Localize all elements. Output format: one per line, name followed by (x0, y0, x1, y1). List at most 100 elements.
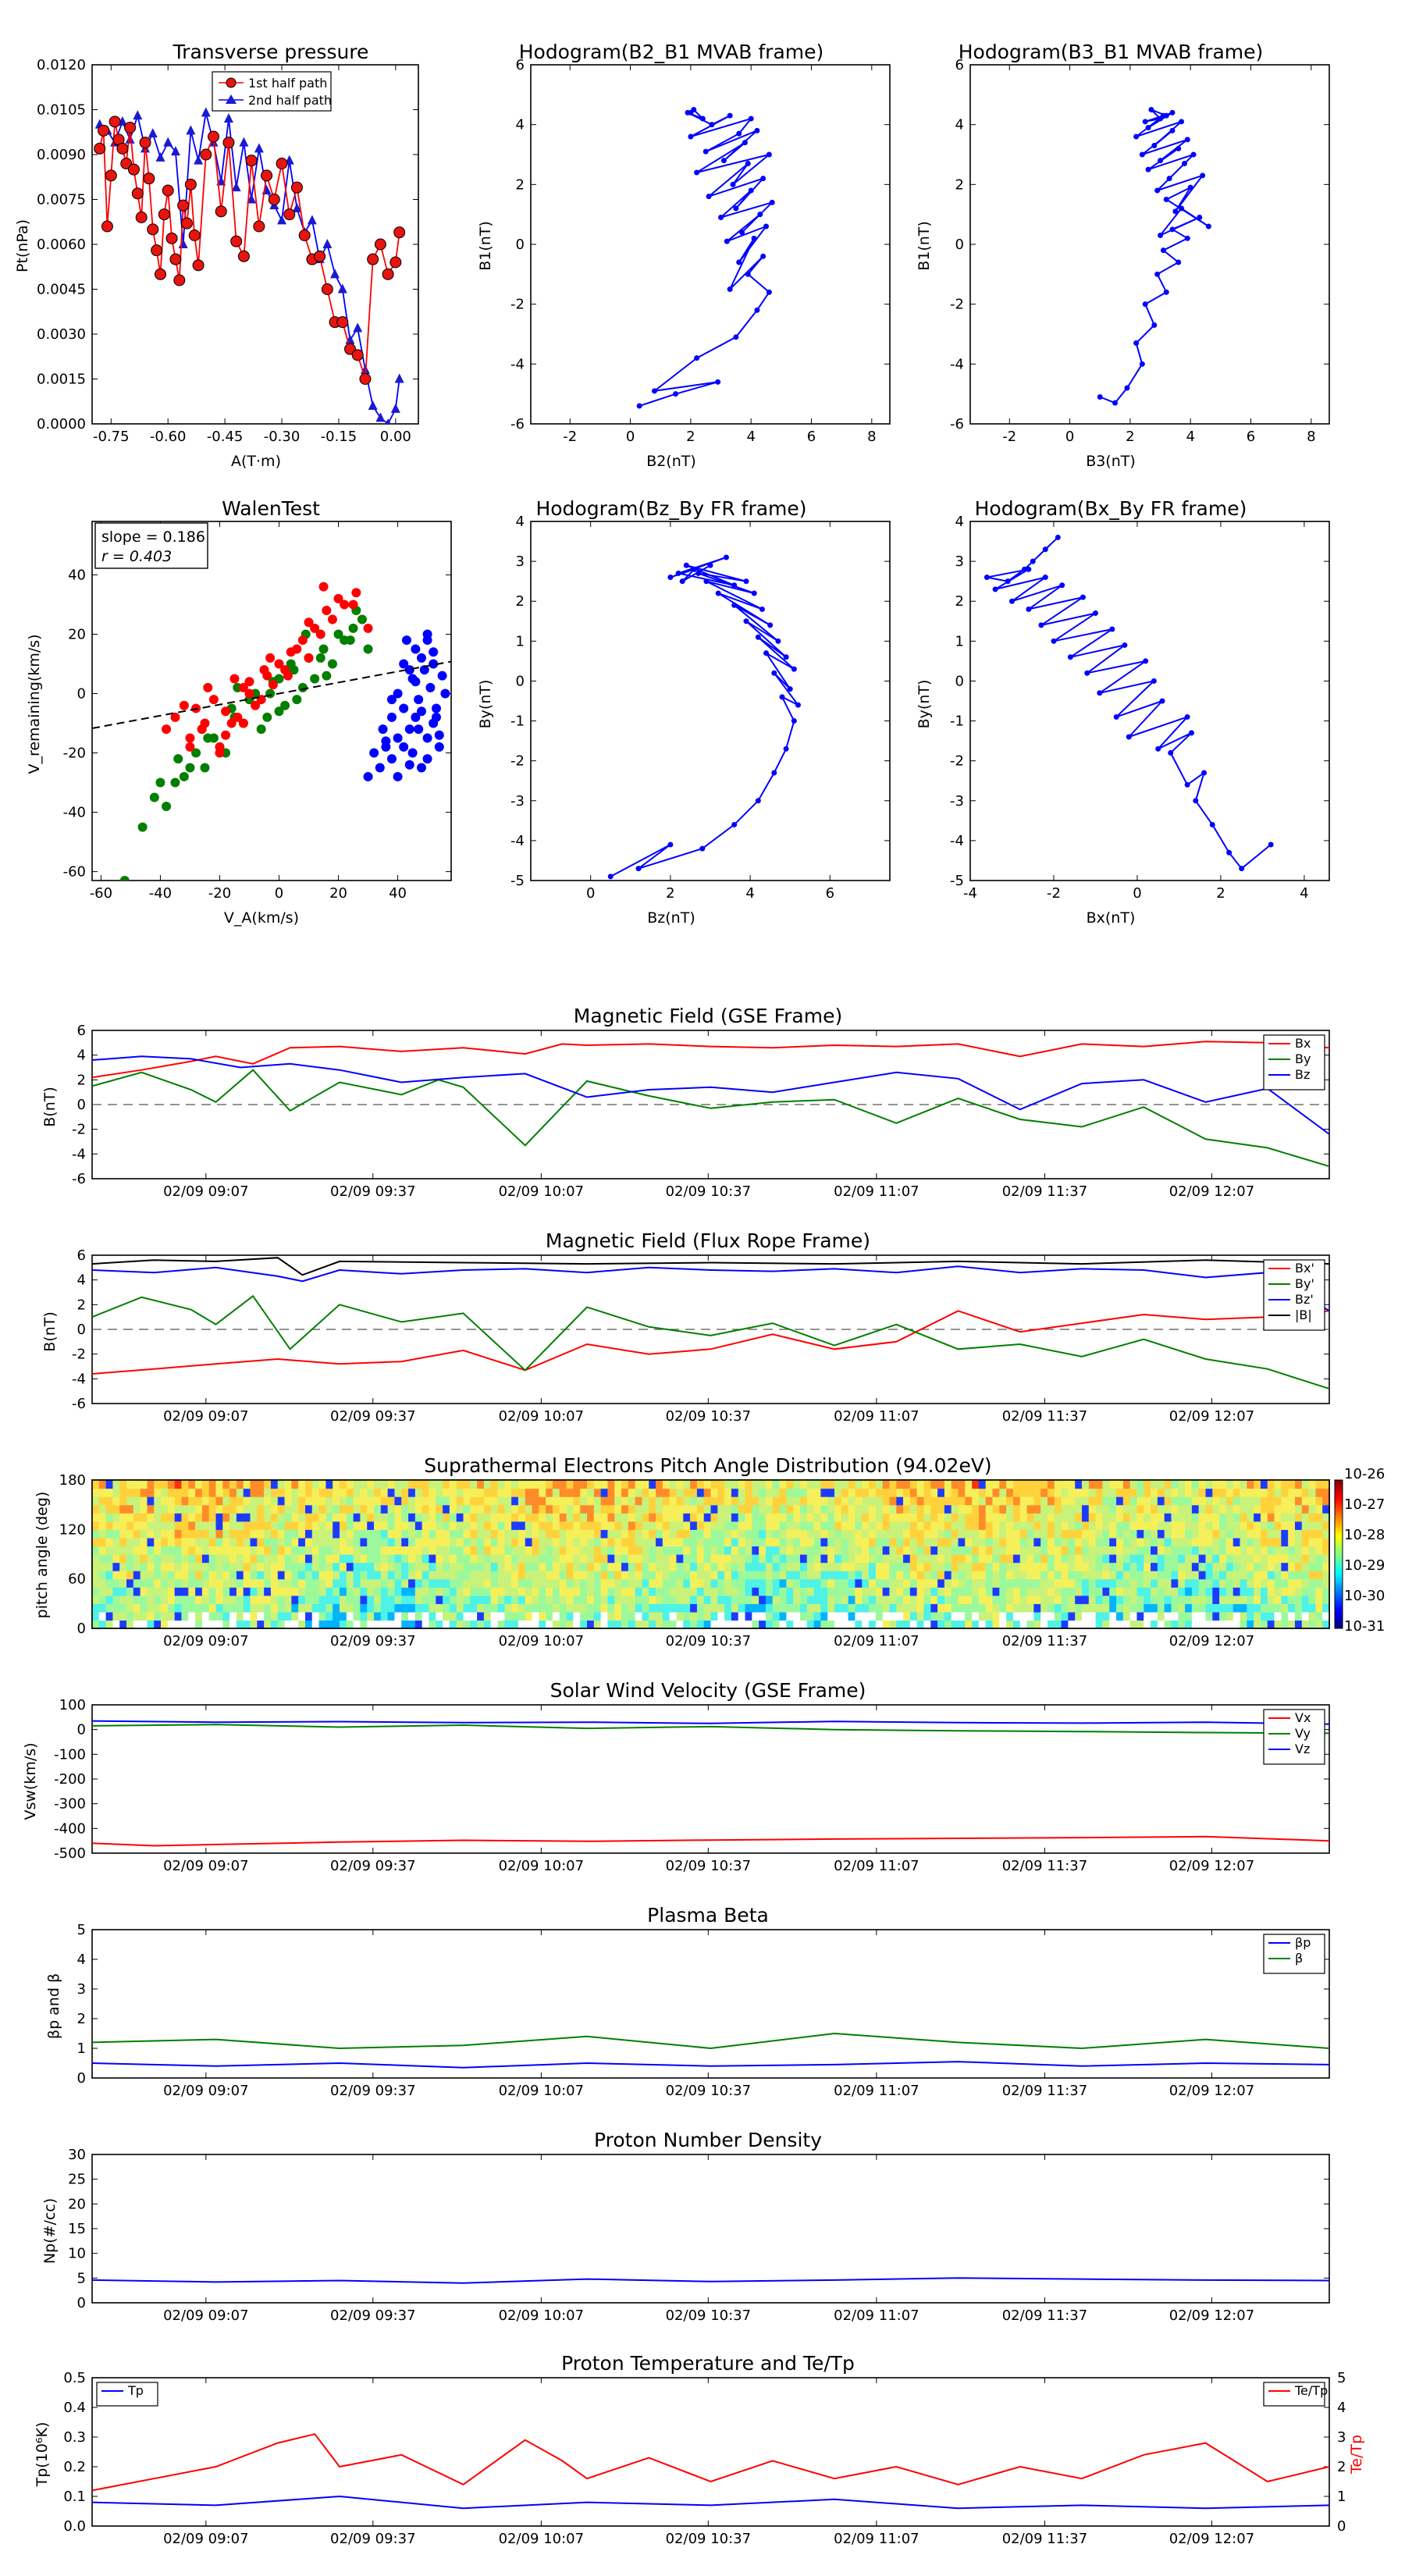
pad-cell (566, 1537, 574, 1547)
hodo-bzby-point (771, 770, 777, 776)
pad-cell (683, 1611, 691, 1621)
pt-marker-1st-half (169, 253, 182, 265)
pad-cell (834, 1480, 842, 1489)
pad-cell (985, 1521, 994, 1530)
pad-cell (1205, 1488, 1213, 1497)
pad-cell (1260, 1554, 1268, 1564)
pad-cell (422, 1620, 430, 1628)
pad-cell (1136, 1521, 1144, 1530)
pad-cell (559, 1488, 567, 1497)
pad-cell (1301, 1603, 1310, 1613)
pad-cell (477, 1513, 485, 1522)
walen-point (315, 629, 325, 639)
pad-cell (703, 1554, 712, 1564)
pad-cell (799, 1554, 808, 1564)
pad-cell (1082, 1587, 1090, 1596)
pad-cell (1157, 1513, 1165, 1522)
pad-cell (1082, 1504, 1090, 1514)
pad-cell (112, 1488, 120, 1497)
pad-cell (360, 1620, 368, 1628)
pad-cell (140, 1603, 148, 1613)
pad-cell (1322, 1554, 1329, 1564)
pad-cell (587, 1620, 595, 1628)
pad-cell (703, 1611, 712, 1621)
bfr-xtick-label: 02/09 10:07 (499, 1408, 584, 1425)
tp-ytick-label-right: 2 (1337, 2459, 1346, 2475)
pad-cell (1006, 1513, 1014, 1522)
pad-cell (745, 1513, 752, 1522)
pad-cell (243, 1554, 251, 1564)
pad-cell (311, 1546, 320, 1555)
pad-cell (690, 1578, 698, 1588)
pad-cell (717, 1562, 725, 1571)
pad-cell (1144, 1571, 1151, 1580)
pad-cell (903, 1496, 911, 1506)
pad-cell (972, 1488, 980, 1497)
hodo-bzby-point (731, 602, 738, 608)
pad-cell (291, 1488, 299, 1497)
pad-cell (167, 1529, 176, 1539)
pad-cell (875, 1603, 884, 1613)
pad-cell (552, 1529, 560, 1539)
pad-cell (1225, 1554, 1234, 1564)
pad-cell (1151, 1554, 1158, 1564)
pad-cell (291, 1546, 299, 1555)
beta-ytick-label: 3 (77, 1981, 86, 1998)
pad-cell (1205, 1595, 1213, 1604)
pad-cell (1294, 1488, 1303, 1497)
pad-cell (167, 1595, 176, 1604)
pad-cell (1095, 1488, 1104, 1497)
pad-cell (972, 1504, 980, 1514)
pad-cell (1061, 1554, 1069, 1564)
pad-cell (340, 1578, 347, 1588)
hodo-bzby-point (775, 638, 781, 644)
pad-cell (916, 1603, 925, 1613)
pad-cell (483, 1603, 492, 1613)
hodo-bxby-point (1209, 821, 1215, 827)
pad-cell (607, 1496, 615, 1506)
pad-cell (201, 1513, 210, 1522)
pad-cell (1205, 1587, 1213, 1596)
pad-cell (779, 1513, 787, 1522)
pad-cell (903, 1578, 911, 1588)
pad-cell (972, 1554, 980, 1564)
pt-marker-1st-half (200, 148, 212, 161)
pad-cell (250, 1595, 258, 1604)
pad-cell (518, 1513, 526, 1522)
pad-cell (215, 1513, 223, 1522)
pad-cell (1144, 1603, 1151, 1613)
pt-marker-2nd-half (223, 113, 233, 123)
pad-cell (304, 1513, 313, 1522)
pad-cell (532, 1488, 539, 1497)
pad-cell (188, 1488, 196, 1497)
pad-cell (257, 1537, 265, 1547)
bfr-xtick-label: 02/09 09:37 (330, 1408, 415, 1425)
pt-marker-2nd-half (337, 283, 347, 294)
pad-cell (1164, 1537, 1172, 1547)
pad-cell (1151, 1521, 1158, 1530)
pad-cell (573, 1562, 581, 1571)
pad-cell (869, 1546, 877, 1555)
pad-cell (593, 1578, 602, 1588)
walen-stats-box: slope = 0.186 r = 0.403 (94, 522, 208, 569)
pad-cell (1129, 1611, 1138, 1621)
title-tp: Proton Temperature and Te/Tp (561, 2352, 855, 2375)
pad-cell (539, 1554, 546, 1564)
pad-cell (181, 1595, 189, 1604)
pad-cell (1281, 1603, 1289, 1613)
pad-cell (552, 1587, 560, 1596)
pad-cell (676, 1595, 684, 1604)
hodo-b2b1-point (757, 212, 763, 218)
pad-cell (304, 1546, 313, 1555)
pad-cell (140, 1537, 148, 1547)
pad-cell (827, 1603, 835, 1613)
pad-cell (965, 1537, 973, 1547)
np-ytick-label: 25 (68, 2172, 86, 2188)
pad-cell (360, 1513, 368, 1522)
pad-cell (869, 1603, 877, 1613)
pad-cell (112, 1521, 120, 1530)
pad-cell (992, 1571, 1000, 1580)
pad-cell (414, 1603, 423, 1613)
pad-cell (511, 1603, 519, 1613)
pad-cell (504, 1603, 512, 1613)
